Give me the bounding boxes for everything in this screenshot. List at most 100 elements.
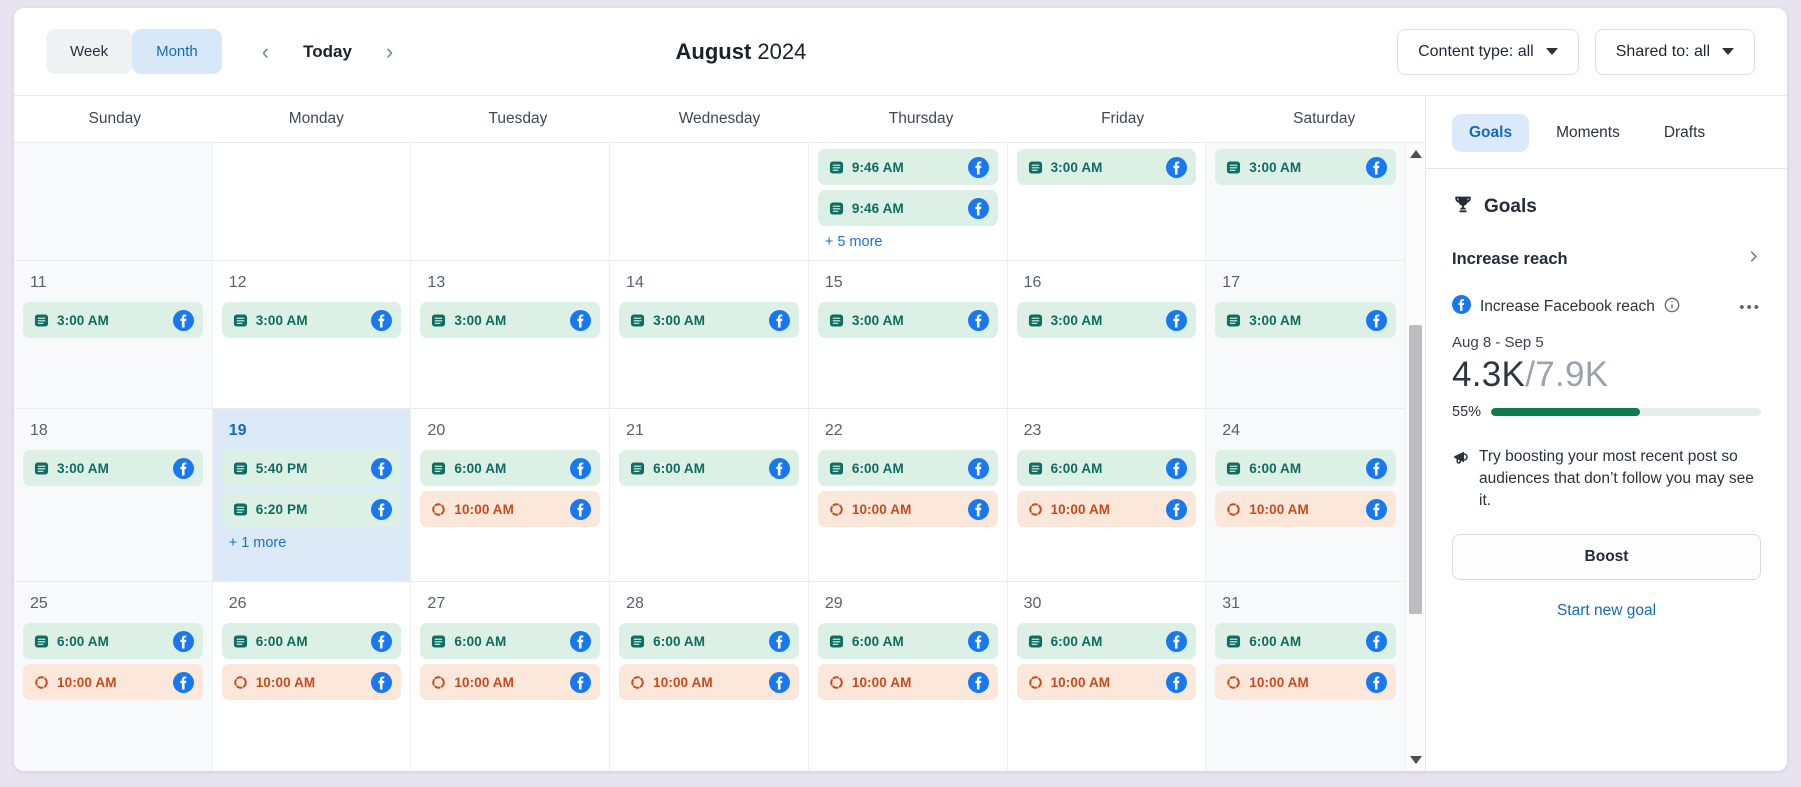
post-icon (829, 634, 844, 649)
day-cell-w0d4[interactable]: 9:46 AM 9:46 AM + 5 more (809, 143, 1008, 260)
tab-moments[interactable]: Moments (1539, 114, 1637, 152)
event-time: 9:46 AM (852, 160, 904, 175)
more-events-link[interactable]: + 5 more (825, 234, 883, 250)
content-type-filter-dropdown[interactable]: Content type: all (1397, 29, 1579, 75)
scheduled-post-chip[interactable]: 3:00 AM (1017, 302, 1197, 338)
facebook-icon (371, 499, 392, 520)
recurring-icon (431, 675, 446, 690)
scheduled-post-chip[interactable]: 6:00 AM (619, 623, 799, 659)
goals-heading: Goals (1452, 193, 1761, 221)
boost-button[interactable]: Boost (1452, 534, 1761, 580)
day-cell-29[interactable]: 296:00 AM10:00 AM (809, 582, 1008, 771)
day-cell-11[interactable]: 113:00 AM (14, 261, 213, 408)
start-new-goal-link[interactable]: Start new goal (1452, 602, 1761, 620)
scheduled-post-chip[interactable]: 3:00 AM (1017, 149, 1197, 185)
scheduled-recurring-chip[interactable]: 10:00 AM (619, 664, 799, 700)
info-icon[interactable] (1664, 297, 1680, 318)
goal-group-increase-reach[interactable]: Increase reach (1452, 249, 1761, 269)
scroll-down-arrow-icon[interactable] (1410, 756, 1422, 764)
day-cell-w0d3[interactable] (610, 143, 809, 260)
scheduled-post-chip[interactable]: 9:46 AM (818, 149, 998, 185)
day-cell-w0d5[interactable]: 3:00 AM (1008, 143, 1207, 260)
day-cell-15[interactable]: 153:00 AM (809, 261, 1008, 408)
day-cell-19[interactable]: 195:40 PM6:20 PM+ 1 more (213, 409, 412, 581)
scheduled-recurring-chip[interactable]: 10:00 AM (23, 664, 203, 700)
scheduled-post-chip[interactable]: 6:00 AM (818, 450, 998, 486)
tab-drafts[interactable]: Drafts (1647, 114, 1722, 152)
facebook-icon (1166, 499, 1187, 520)
goal-progress-row: 55% (1452, 404, 1761, 420)
day-cell-27[interactable]: 276:00 AM10:00 AM (411, 582, 610, 771)
scheduled-recurring-chip[interactable]: 10:00 AM (818, 664, 998, 700)
today-button[interactable]: Today (303, 42, 352, 62)
scheduled-post-chip[interactable]: 6:00 AM (222, 623, 402, 659)
scheduled-post-chip[interactable]: 6:00 AM (1215, 623, 1396, 659)
previous-month-button[interactable]: ‹ (256, 37, 275, 67)
day-cell-30[interactable]: 306:00 AM10:00 AM (1008, 582, 1207, 771)
scheduled-post-chip[interactable]: 6:20 PM (222, 491, 402, 527)
scheduled-post-chip[interactable]: 6:00 AM (619, 450, 799, 486)
week-view-button[interactable]: Week (46, 29, 132, 74)
scheduled-recurring-chip[interactable]: 10:00 AM (1215, 491, 1396, 527)
day-cell-24[interactable]: 246:00 AM10:00 AM (1206, 409, 1405, 581)
scheduled-post-chip[interactable]: 3:00 AM (1215, 149, 1396, 185)
day-cell-w0d1[interactable] (213, 143, 412, 260)
scheduled-recurring-chip[interactable]: 10:00 AM (420, 491, 600, 527)
day-cell-w0d0[interactable] (14, 143, 213, 260)
scheduled-recurring-chip[interactable]: 10:00 AM (222, 664, 402, 700)
event-time: 3:00 AM (57, 461, 109, 476)
scheduled-post-chip[interactable]: 6:00 AM (420, 623, 600, 659)
scrollbar-thumb[interactable] (1409, 325, 1422, 614)
scheduled-post-chip[interactable]: 6:00 AM (1017, 623, 1197, 659)
day-cell-13[interactable]: 133:00 AM (411, 261, 610, 408)
scheduled-recurring-chip[interactable]: 10:00 AM (1017, 491, 1197, 527)
day-cell-w0d2[interactable] (411, 143, 610, 260)
day-cell-14[interactable]: 143:00 AM (610, 261, 809, 408)
day-cell-w0d6[interactable]: 3:00 AM (1206, 143, 1405, 260)
scheduled-post-chip[interactable]: 3:00 AM (619, 302, 799, 338)
day-cell-12[interactable]: 123:00 AM (213, 261, 412, 408)
event-time: 10:00 AM (852, 502, 912, 517)
next-month-button[interactable]: › (380, 37, 399, 67)
scheduled-post-chip[interactable]: 6:00 AM (1017, 450, 1197, 486)
day-cell-18[interactable]: 183:00 AM (14, 409, 213, 581)
scheduled-post-chip[interactable]: 6:00 AM (420, 450, 600, 486)
scheduled-post-chip[interactable]: 3:00 AM (23, 450, 203, 486)
scheduled-recurring-chip[interactable]: 10:00 AM (1215, 664, 1396, 700)
day-cell-22[interactable]: 226:00 AM10:00 AM (809, 409, 1008, 581)
scheduled-post-chip[interactable]: 3:00 AM (1215, 302, 1396, 338)
facebook-icon (173, 458, 194, 479)
day-cell-23[interactable]: 236:00 AM10:00 AM (1008, 409, 1207, 581)
scheduled-post-chip[interactable]: 6:00 AM (1215, 450, 1396, 486)
scheduled-post-chip[interactable]: 9:46 AM (818, 190, 998, 226)
day-cell-25[interactable]: 256:00 AM 10:00 AM (14, 582, 213, 771)
shared-to-filter-dropdown[interactable]: Shared to: all (1595, 29, 1755, 75)
goal-menu-button[interactable]: ••• (1739, 299, 1761, 316)
scroll-up-arrow-icon[interactable] (1410, 150, 1422, 158)
scheduled-recurring-chip[interactable]: 10:00 AM (1017, 664, 1197, 700)
date-number: 25 (14, 582, 212, 623)
scheduled-post-chip[interactable]: 3:00 AM (23, 302, 203, 338)
scheduled-post-chip[interactable]: 3:00 AM (420, 302, 600, 338)
event-time: 10:00 AM (653, 675, 713, 690)
day-cell-17[interactable]: 173:00 AM (1206, 261, 1405, 408)
more-events-link[interactable]: + 1 more (229, 535, 287, 551)
day-cell-16[interactable]: 163:00 AM (1008, 261, 1207, 408)
month-view-button[interactable]: Month (132, 29, 222, 74)
day-cell-20[interactable]: 206:00 AM10:00 AM (411, 409, 610, 581)
post-icon (829, 461, 844, 476)
scheduled-post-chip[interactable]: 6:00 AM (23, 623, 203, 659)
day-cell-28[interactable]: 286:00 AM10:00 AM (610, 582, 809, 771)
tab-goals[interactable]: Goals (1452, 114, 1529, 152)
facebook-icon (769, 672, 790, 693)
day-cell-31[interactable]: 316:00 AM10:00 AM (1206, 582, 1405, 771)
scheduled-recurring-chip[interactable]: 10:00 AM (420, 664, 600, 700)
scheduled-post-chip[interactable]: 3:00 AM (818, 302, 998, 338)
scheduled-post-chip[interactable]: 6:00 AM (818, 623, 998, 659)
scheduled-post-chip[interactable]: 5:40 PM (222, 450, 402, 486)
scheduled-post-chip[interactable]: 3:00 AM (222, 302, 402, 338)
day-cell-21[interactable]: 216:00 AM (610, 409, 809, 581)
scheduled-recurring-chip[interactable]: 10:00 AM (818, 491, 998, 527)
day-cell-26[interactable]: 266:00 AM10:00 AM (213, 582, 412, 771)
calendar-scrollbar[interactable] (1405, 142, 1425, 771)
